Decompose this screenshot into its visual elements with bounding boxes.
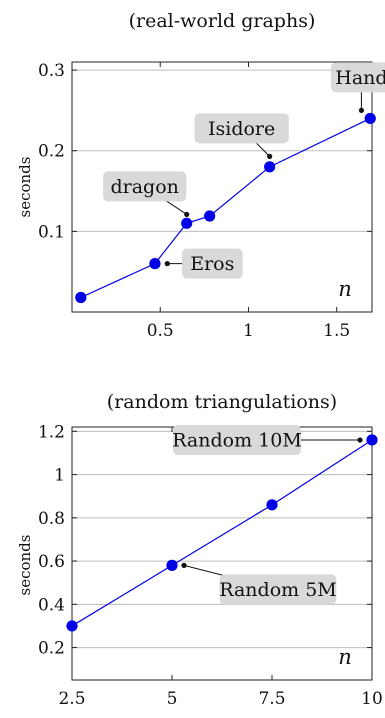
y-tick-label: 0.2 — [38, 142, 65, 162]
annotation-dot — [357, 437, 363, 443]
annotation-dot — [184, 211, 190, 218]
annotation-label: dragon — [110, 176, 178, 198]
x-tick-label: 1 — [243, 321, 254, 341]
data-point — [181, 217, 193, 229]
data-point — [75, 291, 87, 304]
plot-frame — [71, 61, 373, 313]
annotation-dot — [267, 153, 273, 159]
data-point — [204, 210, 216, 222]
series — [66, 434, 378, 632]
x-tick-label: 10 — [361, 689, 383, 709]
annotation-label: Hand — [335, 67, 385, 89]
annotation-box — [219, 574, 337, 605]
series — [75, 112, 376, 304]
y-tick-label: 1.2 — [38, 422, 65, 442]
annotation-box — [194, 113, 289, 144]
annotation-dot — [181, 562, 187, 568]
data-point — [366, 434, 378, 446]
y-tick-label: 0.1 — [38, 222, 65, 242]
y-tick-label: 1 — [54, 466, 65, 486]
y-tick-label: 0.3 — [38, 61, 65, 81]
grid-lines — [72, 69, 372, 232]
data-point — [264, 161, 276, 173]
y-tick-label: 0.4 — [38, 595, 65, 615]
annotation-label: Eros — [190, 253, 234, 275]
plot-frame — [71, 426, 373, 681]
x-tick-label: 5 — [167, 689, 178, 709]
x-tick-label: 1.5 — [323, 321, 350, 341]
x-tick-label: 2.5 — [58, 689, 85, 709]
annotation-box — [181, 248, 243, 279]
ticks: 0.1 0.2 0.3 0.5 1 1.5 — [38, 61, 372, 341]
y-tick-label: 0.8 — [38, 509, 65, 529]
annotation-box — [103, 171, 187, 202]
annotation-box — [173, 424, 301, 455]
y-tick-label: 0.2 — [38, 639, 65, 659]
x-tick-label: 0.5 — [147, 321, 174, 341]
chart-title: (random triangulations) — [107, 391, 337, 413]
annotations: Hand Isidore dragon Eros — [103, 62, 385, 279]
x-axis-label: n — [338, 645, 352, 669]
annotation-label: Random 10M — [172, 429, 302, 451]
annotations: Random 10M Random 5M — [172, 424, 363, 605]
chart-real-world: (real-world graphs) 0.1 0.2 0.3 0.5 1 1.5 sec… — [16, 10, 385, 341]
annotation-label: Isidore — [208, 118, 275, 140]
data-point — [149, 258, 161, 270]
annotation-box — [331, 62, 385, 93]
chart-random-triangulations: (random triangulations) 0.2 0.4 0.6 0.8 1 1.2… — [16, 391, 383, 709]
annotation-dot — [164, 261, 170, 267]
y-axis-label: seconds — [16, 157, 34, 218]
chart-title: (real-world graphs) — [129, 10, 316, 32]
grid-lines — [72, 430, 372, 649]
y-tick-label: 0.6 — [38, 552, 65, 572]
x-tick-label: 7.5 — [258, 689, 285, 709]
series-line — [71, 439, 373, 627]
data-point — [166, 559, 178, 571]
series-line — [80, 117, 371, 299]
x-axis-label: n — [338, 277, 352, 301]
y-axis-label: seconds — [16, 535, 34, 596]
ticks: 0.2 0.4 0.6 0.8 1 1.2 2.5 5 7.5 10 — [38, 422, 383, 709]
data-point — [364, 112, 376, 125]
data-point — [66, 620, 78, 632]
data-point — [266, 499, 278, 511]
annotation-dot — [358, 107, 365, 113]
annotation-label: Random 5M — [219, 579, 337, 601]
